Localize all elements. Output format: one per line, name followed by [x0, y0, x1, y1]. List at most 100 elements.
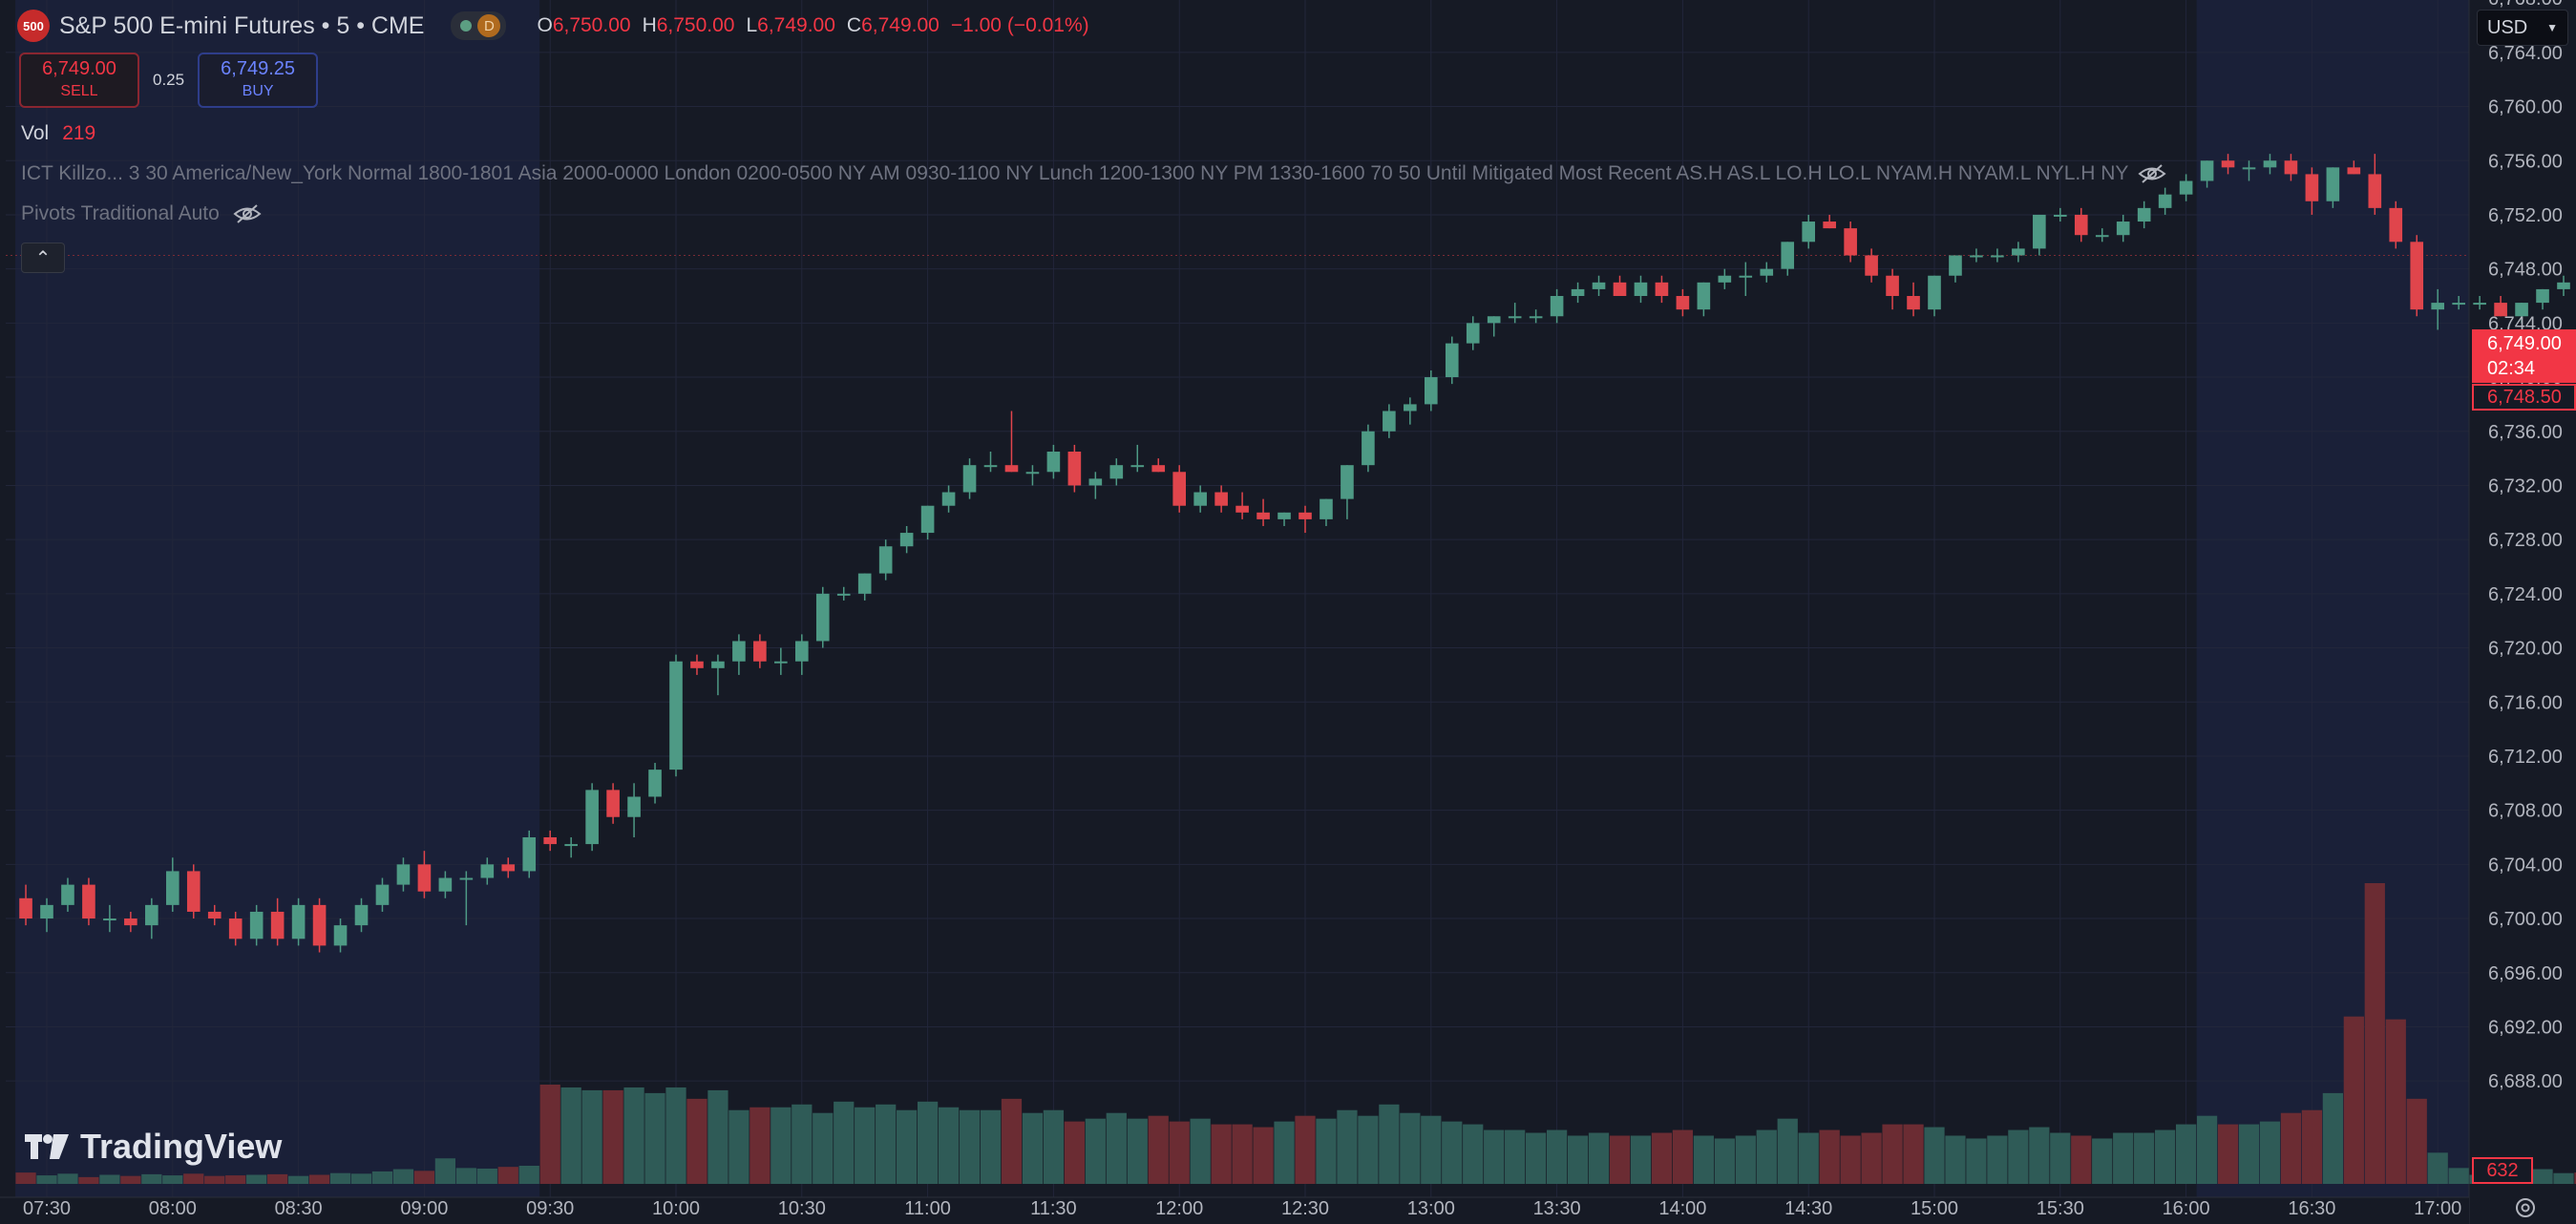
- y-tick-label: 6,756.00: [2488, 151, 2563, 172]
- last-price: 6,749.00: [2487, 333, 2562, 354]
- x-tick-label: 16:30: [2288, 1198, 2335, 1219]
- volume-bar: [1190, 1118, 1211, 1184]
- volume-bar: [581, 1089, 602, 1184]
- volume-bar: [771, 1107, 792, 1184]
- x-tick-label: 09:30: [526, 1198, 574, 1219]
- volume-bar: [2092, 1138, 2113, 1184]
- y-tick-label: 6,696.00: [2488, 963, 2563, 984]
- volume-legend[interactable]: Vol 219: [21, 122, 95, 145]
- candle-body: [2200, 160, 2214, 181]
- candle-body: [1362, 431, 1375, 466]
- y-tick-label: 6,720.00: [2488, 639, 2563, 660]
- candle-body: [1299, 512, 1312, 519]
- candle-body: [2116, 222, 2130, 236]
- candle-body: [1487, 316, 1501, 324]
- volume-bar: [1001, 1098, 1023, 1184]
- y-tick-label: 6,768.00: [2488, 0, 2563, 10]
- volume-bar: [350, 1173, 372, 1184]
- volume-bar: [99, 1174, 120, 1184]
- candle-body: [920, 505, 935, 534]
- candle-body: [1193, 492, 1207, 506]
- ict-killzones-legend[interactable]: ICT Killzo... 3 30 America/New_York Norm…: [21, 162, 2166, 185]
- sell-price: 6,749.00: [42, 58, 116, 79]
- collapse-legend-button[interactable]: ⌃: [21, 243, 65, 273]
- volume-bar: [1169, 1121, 1190, 1184]
- candle-body: [753, 641, 767, 662]
- candle-body: [2368, 174, 2382, 208]
- candle-body: [585, 790, 599, 845]
- volume-bar: [1651, 1132, 1673, 1184]
- candle-body: [1025, 472, 1040, 475]
- volume-bar: [1588, 1132, 1610, 1184]
- y-tick-label: 6,732.00: [2488, 475, 2563, 496]
- volume-bar: [834, 1101, 855, 1184]
- candle-body: [1151, 465, 1166, 473]
- brand-name: TradingView: [80, 1127, 283, 1166]
- candle-body: [354, 904, 369, 926]
- buy-button[interactable]: 6,749.25 BUY: [198, 53, 319, 108]
- volume-bar: [2553, 1172, 2574, 1184]
- delayed-badge: D: [477, 14, 501, 37]
- volume-bar: [2364, 883, 2385, 1184]
- volume-bar: [78, 1176, 99, 1184]
- volume-bar: [792, 1104, 813, 1184]
- ohlc-open: O6,750.00: [537, 14, 631, 36]
- candle-body: [669, 661, 683, 770]
- candle-body: [2326, 167, 2340, 201]
- y-tick-label: 6,736.00: [2488, 422, 2563, 443]
- symbol-title[interactable]: S&P 500 E-mini Futures • 5 • CME: [59, 11, 425, 39]
- volume-bar: [2071, 1135, 2092, 1184]
- volume-bar: [665, 1087, 686, 1184]
- candle-body: [312, 904, 327, 946]
- volume-bar: [602, 1089, 623, 1184]
- volume-bar: [476, 1168, 497, 1184]
- candle-body: [2431, 303, 2445, 310]
- hidden-eye-icon[interactable]: [2138, 163, 2166, 184]
- hidden-eye-icon[interactable]: [233, 203, 262, 224]
- candle-body: [1760, 268, 1774, 276]
- candle-body: [2033, 214, 2046, 249]
- ohlc-close: C6,749.00: [846, 14, 940, 36]
- buy-label: BUY: [242, 83, 274, 99]
- candle-body: [2263, 160, 2277, 168]
- x-tick-label: 10:30: [778, 1198, 826, 1219]
- volume-bar: [162, 1175, 183, 1184]
- candle-body: [2557, 282, 2570, 289]
- volume-bar: [2259, 1121, 2281, 1184]
- volume-bar: [897, 1109, 918, 1184]
- sell-button[interactable]: 6,749.00 SELL: [19, 53, 139, 108]
- market-status-pill[interactable]: D: [451, 11, 507, 40]
- volume-bar: [1714, 1138, 1735, 1184]
- currency-selector[interactable]: USD ▼: [2477, 10, 2568, 46]
- y-tick-label: 6,704.00: [2488, 855, 2563, 876]
- volume-bar: [2155, 1129, 2176, 1184]
- symbol-logo[interactable]: 500: [17, 10, 50, 42]
- volume-bar: [644, 1092, 665, 1184]
- volume-bar: [225, 1175, 246, 1184]
- settings-gear-icon[interactable]: [2513, 1195, 2538, 1220]
- volume-bar: [1840, 1135, 1861, 1184]
- candle-body: [1109, 465, 1124, 479]
- volume-bar: [36, 1175, 57, 1184]
- candle-body: [1341, 465, 1354, 499]
- bid-price-tag: 6,748.50: [2472, 384, 2576, 411]
- volume-bar: [1064, 1121, 1085, 1184]
- volume-bar: [1924, 1127, 1945, 1184]
- candle-body: [2137, 207, 2151, 222]
- volume-bar: [1945, 1135, 1966, 1184]
- tradingview-logo[interactable]: TradingView: [25, 1127, 282, 1167]
- candle-body: [1823, 222, 1836, 229]
- volume-bar: [1022, 1112, 1044, 1184]
- volume-bar: [1274, 1121, 1295, 1184]
- candle-body: [2452, 303, 2465, 306]
- volume-bar: [15, 1172, 36, 1184]
- volume-bar: [1358, 1115, 1379, 1184]
- volume-bar: [1337, 1109, 1358, 1184]
- candle-body: [61, 884, 74, 905]
- candle-body: [1508, 316, 1522, 319]
- pivots-legend[interactable]: Pivots Traditional Auto: [21, 202, 262, 225]
- time-axis-panel: [0, 1197, 2469, 1224]
- candle-body: [1970, 255, 1983, 258]
